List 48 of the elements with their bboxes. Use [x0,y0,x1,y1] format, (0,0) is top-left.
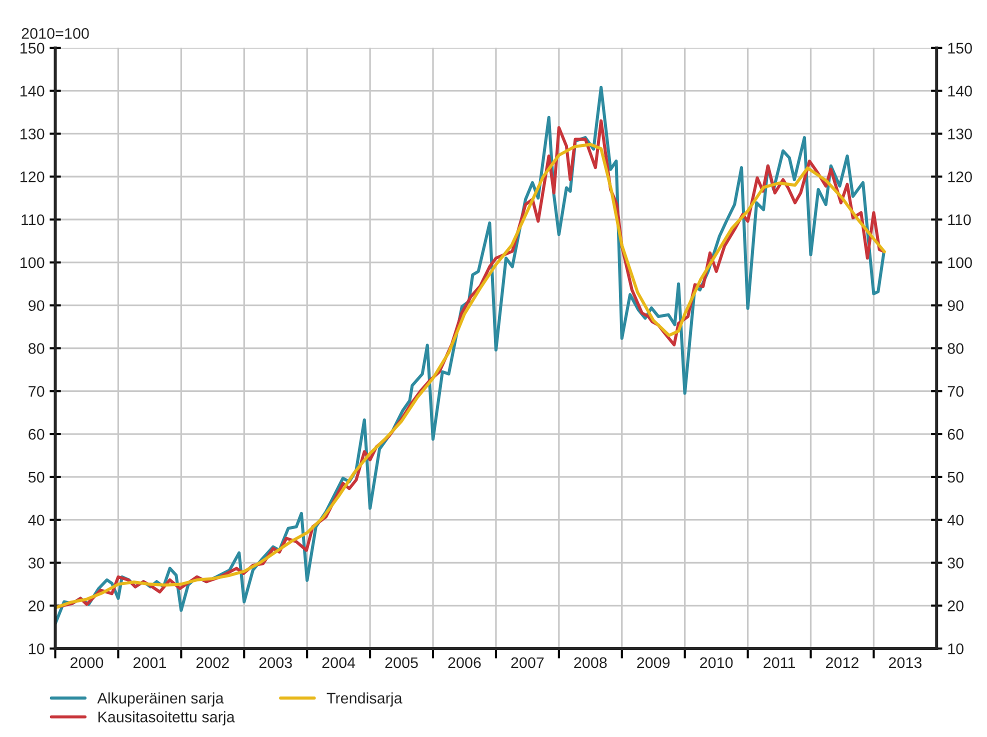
y-tick-label: 70 [28,386,44,397]
y2-tick-label: 90 [948,300,964,312]
x-tick-label: 2005 [385,657,418,668]
y2-tick-label: 60 [948,428,964,440]
y-tick-label: 140 [20,86,44,96]
y2-tick-label: 150 [948,42,972,54]
y2-tick-label: 140 [948,86,972,96]
y-axis-title: 2010=100 [22,28,89,39]
y-tick-label: 60 [28,428,44,440]
y-tick-label: 80 [28,343,44,354]
x-tick-label: 2013 [888,657,922,668]
y-tick-label: 110 [22,214,44,226]
x-tick-label: 2009 [637,657,670,668]
x-tick-label: 2003 [259,657,292,668]
y2-tick-label: 100 [948,257,972,268]
x-tick-label: 2012 [826,657,858,668]
x-tick-label: 2001 [133,657,166,668]
y-tick-label: 90 [28,300,44,312]
y-tick-label: 30 [28,558,44,568]
x-tick-label: 2002 [196,657,229,668]
y2-tick-label: 40 [947,514,964,526]
y2-tick-label: 110 [948,214,971,226]
y-tick-label: 10 [29,643,44,654]
y2-tick-label: 20 [948,600,964,612]
y-tick-label: 100 [20,257,44,268]
x-tick-label: 2007 [511,657,544,668]
y2-tick-label: 70 [948,386,964,397]
legend-label: Alkuperäinen sarja [97,692,224,707]
legend-label: Trendisarja [326,692,402,707]
y-tick-label: 50 [28,472,44,483]
y2-tick-label: 10 [948,643,964,654]
x-tick-label: 2006 [448,657,481,668]
y-tick-label: 150 [20,42,44,54]
y2-tick-label: 130 [948,128,972,140]
y2-tick-label: 50 [948,472,964,483]
legend-label: Kausitasoitettu sarja [98,711,235,726]
x-tick-label: 2011 [764,657,795,668]
x-tick-label: 2008 [574,657,607,668]
x-tick-label: 2004 [322,657,356,668]
y2-tick-label: 120 [948,171,972,182]
x-tick-label: 2010 [700,657,733,668]
y2-tick-label: 80 [948,343,964,354]
y-tick-label: 120 [20,171,44,182]
y-tick-label: 20 [28,600,44,612]
y2-tick-label: 30 [948,558,964,568]
x-tick-label: 2000 [70,657,104,668]
y-tick-label: 130 [20,128,44,140]
y-tick-label: 40 [28,514,44,526]
